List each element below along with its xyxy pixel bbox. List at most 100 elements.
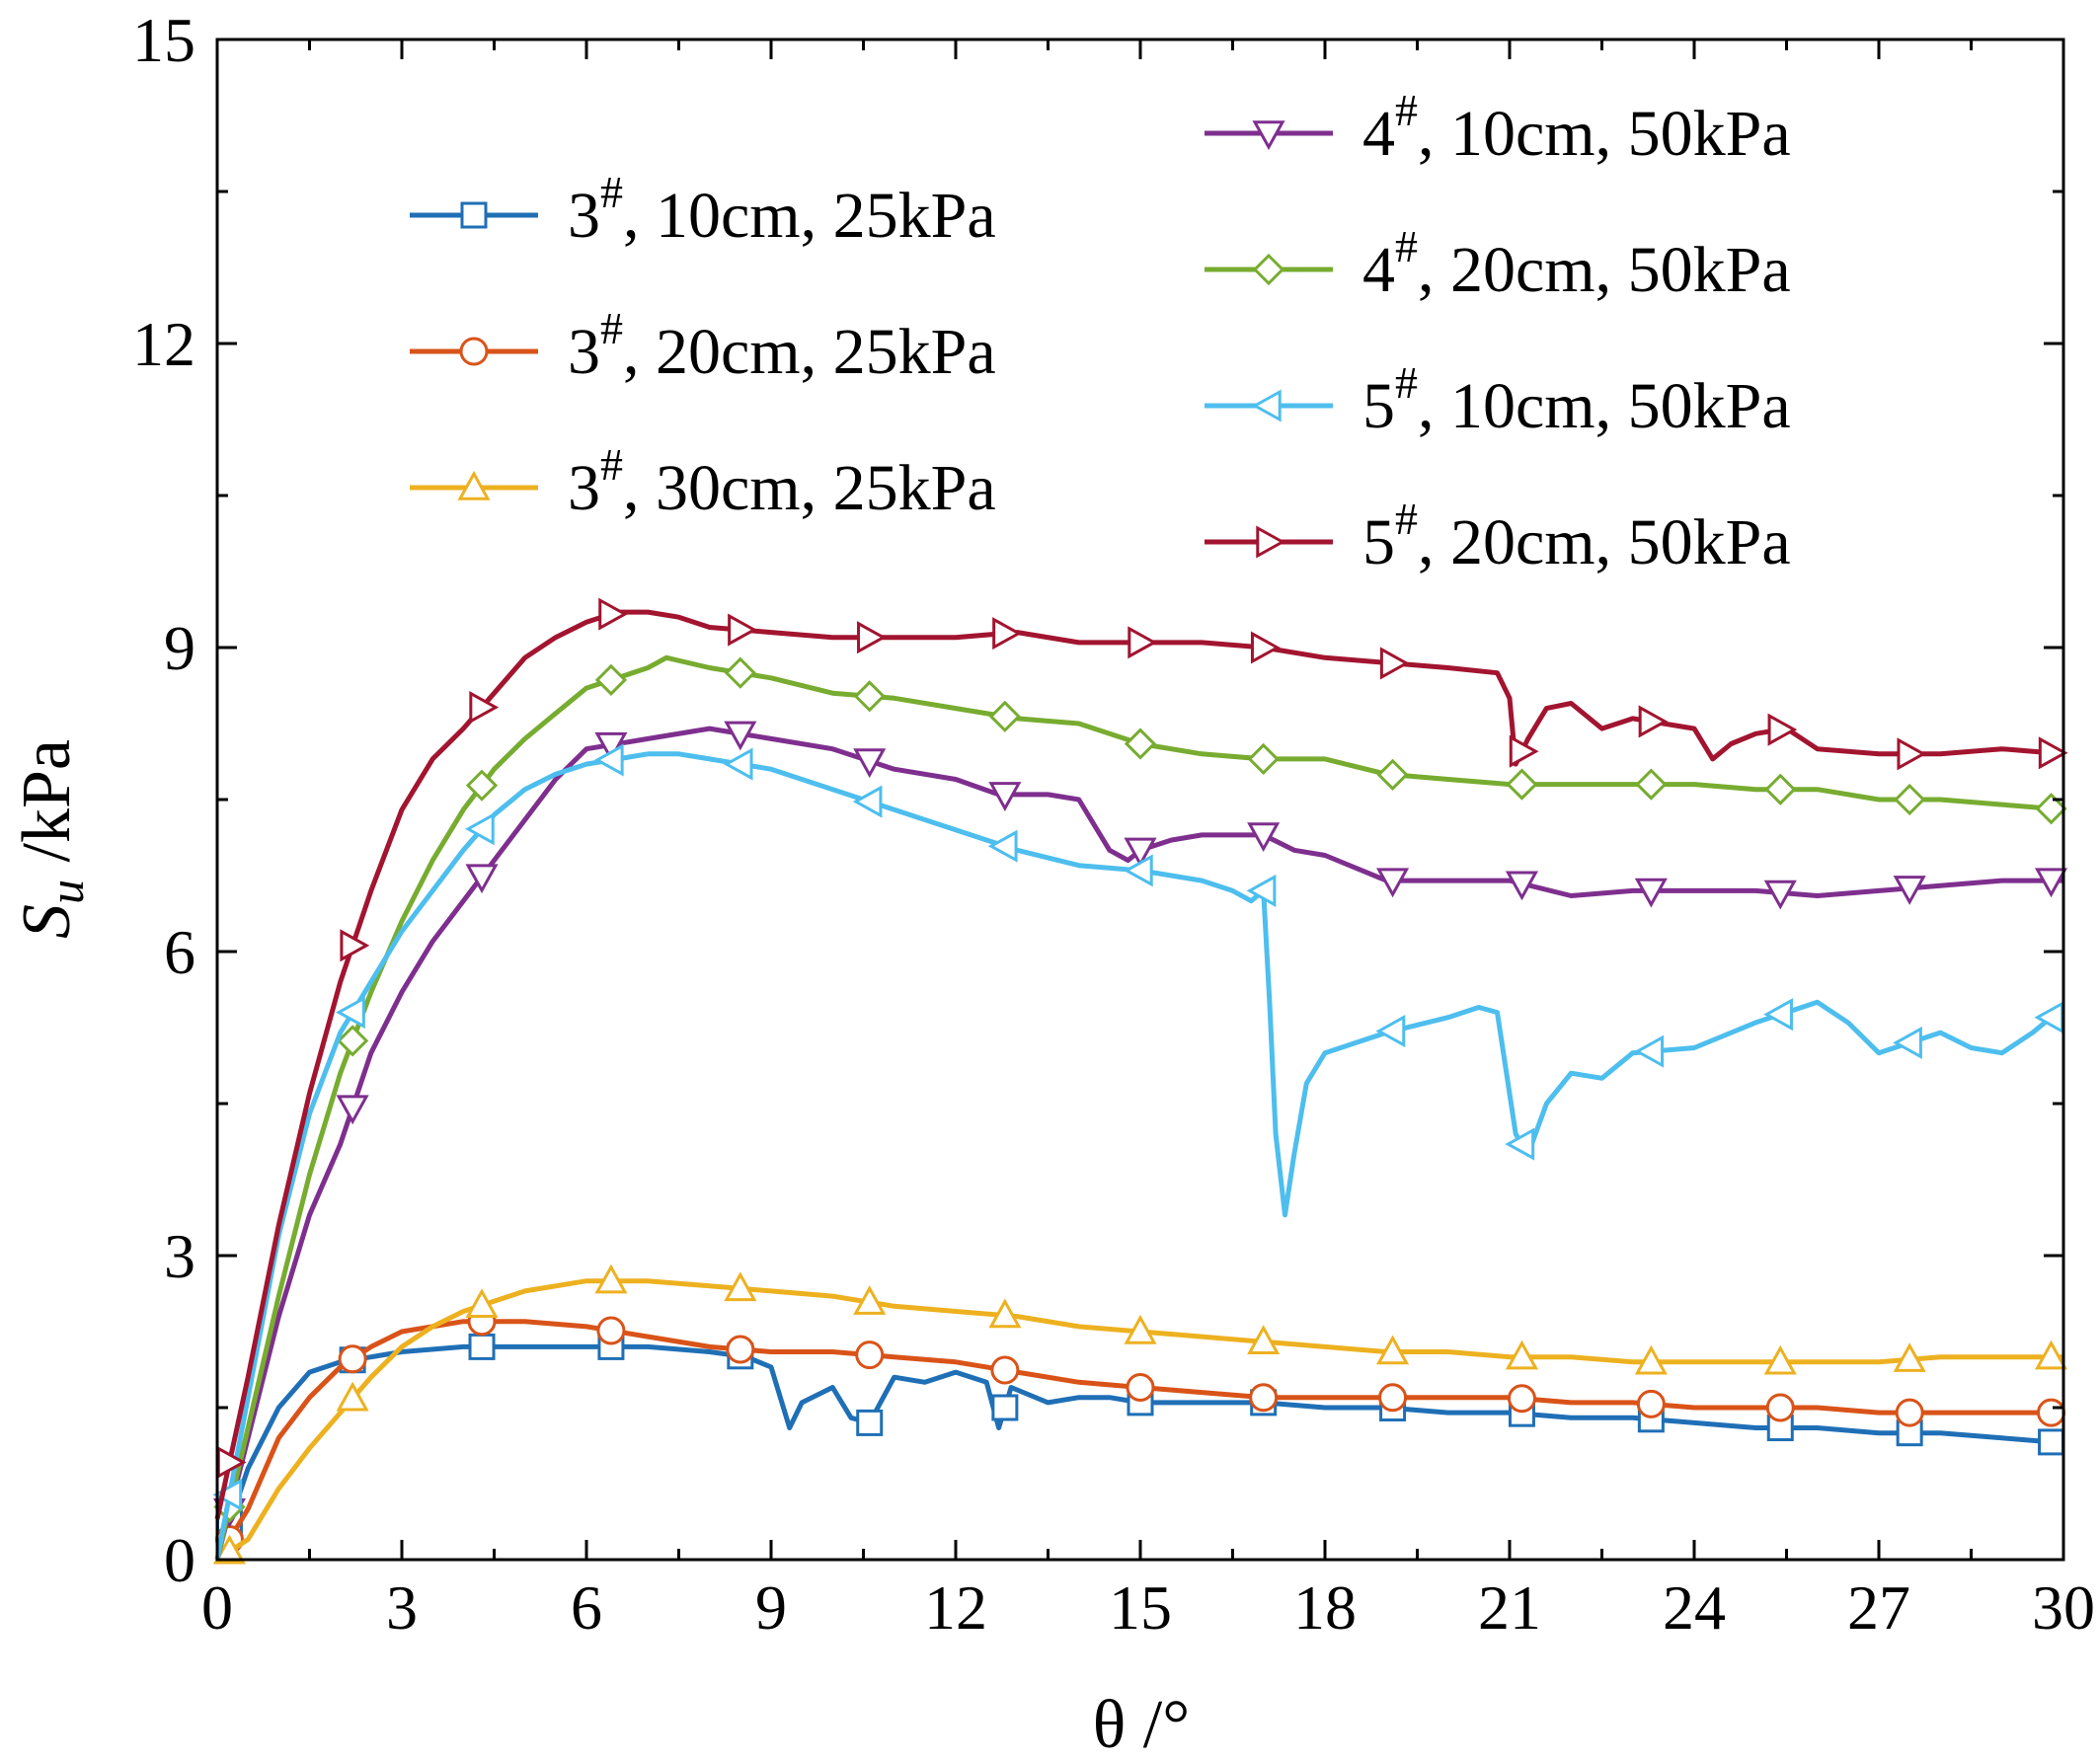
legend-label-text: , 20cm, 50kPa bbox=[1418, 234, 1791, 306]
data-point bbox=[1507, 1384, 1536, 1414]
data-point bbox=[1247, 742, 1280, 776]
legend-label: 4#, 20cm, 50kPa bbox=[1362, 221, 1791, 306]
legend-marker bbox=[457, 470, 491, 500]
series-2 bbox=[214, 1307, 2066, 1562]
data-point bbox=[2038, 1428, 2065, 1456]
legend-label-superscript: # bbox=[600, 439, 623, 490]
data-point bbox=[852, 785, 883, 818]
data-point bbox=[337, 1025, 369, 1057]
x-tick-label: 3 bbox=[386, 1572, 418, 1643]
legend-label: 5#, 10cm, 50kPa bbox=[1362, 357, 1791, 442]
data-point bbox=[1894, 783, 1926, 816]
y-axis-title-main: S bbox=[9, 904, 85, 939]
legend-entry-2: 3#, 20cm, 25kPa bbox=[410, 303, 996, 388]
data-point bbox=[724, 656, 756, 689]
data-point bbox=[1634, 878, 1668, 908]
legend-entry-5: 4#, 20cm, 50kPa bbox=[1205, 221, 1791, 306]
data-point bbox=[1249, 1383, 1279, 1413]
data-point bbox=[992, 617, 1022, 651]
data-point bbox=[988, 782, 1022, 811]
legend-label-text: , 10cm, 50kPa bbox=[1418, 370, 1791, 442]
data-point bbox=[1638, 705, 1669, 738]
data-point bbox=[2034, 868, 2068, 898]
data-point bbox=[1505, 1127, 1535, 1161]
data-point bbox=[1634, 1034, 1665, 1068]
data-point bbox=[1893, 876, 1926, 905]
y-axis-title: Su /kPa bbox=[9, 739, 94, 939]
legend-label-text: , 10cm, 25kPa bbox=[623, 180, 996, 252]
data-point bbox=[987, 829, 1018, 863]
legend-label-text: , 20cm, 25kPa bbox=[623, 316, 996, 388]
data-point bbox=[1376, 1335, 1410, 1365]
data-point bbox=[336, 1095, 369, 1125]
x-tick-label: 18 bbox=[1293, 1572, 1357, 1643]
data-point bbox=[336, 996, 365, 1030]
legend-label-number: 3 bbox=[568, 180, 600, 252]
data-point bbox=[1247, 1325, 1281, 1354]
legend-label-number: 5 bbox=[1362, 370, 1395, 442]
data-point bbox=[1509, 734, 1539, 768]
data-point bbox=[2037, 1398, 2066, 1427]
legend-label-number: 5 bbox=[1362, 506, 1395, 578]
legend-label: 5#, 20cm, 50kPa bbox=[1362, 494, 1791, 578]
x-tick-label: 21 bbox=[1478, 1572, 1541, 1643]
legend-label-number: 3 bbox=[568, 452, 600, 524]
data-point bbox=[1763, 880, 1797, 910]
legend-label-superscript: # bbox=[1395, 494, 1418, 544]
legend-label-superscript: # bbox=[600, 303, 623, 353]
legend-entry-1: 3#, 10cm, 25kPa bbox=[410, 167, 996, 252]
data-point bbox=[1636, 1389, 1666, 1418]
y-tick-label: 12 bbox=[132, 309, 195, 379]
data-point bbox=[465, 769, 499, 802]
data-point bbox=[465, 1288, 499, 1319]
data-point bbox=[728, 613, 757, 647]
x-tick-label: 30 bbox=[2032, 1572, 2095, 1643]
legend-entry-7: 5#, 20cm, 50kPa bbox=[1205, 494, 1791, 578]
series-line bbox=[215, 1278, 2063, 1563]
series-layer bbox=[212, 597, 2068, 1565]
legend-marker bbox=[460, 201, 488, 229]
legend-label-number: 3 bbox=[568, 316, 600, 388]
data-point bbox=[988, 1298, 1022, 1329]
data-point bbox=[853, 680, 886, 713]
legend-label-text: , 20cm, 50kPa bbox=[1418, 506, 1791, 578]
data-point bbox=[1376, 758, 1409, 791]
y-axis-title-sub: u bbox=[39, 880, 94, 904]
data-point bbox=[468, 1333, 496, 1360]
legend-marker bbox=[1252, 120, 1285, 151]
data-point bbox=[853, 1285, 887, 1315]
legend-entry-4: 4#, 10cm, 50kPa bbox=[1205, 85, 1791, 170]
data-point bbox=[1124, 727, 1157, 760]
legend-label-text: , 10cm, 50kPa bbox=[1418, 98, 1791, 170]
data-point bbox=[990, 1355, 1020, 1385]
legend-label-superscript: # bbox=[1395, 357, 1418, 408]
data-point bbox=[1379, 647, 1410, 680]
x-axis-title: θ /° bbox=[1093, 1687, 1190, 1761]
data-point bbox=[723, 747, 753, 781]
legend-label-number: 4 bbox=[1362, 234, 1395, 306]
data-point bbox=[1123, 854, 1153, 887]
data-point bbox=[212, 1478, 243, 1511]
data-point bbox=[1767, 713, 1798, 746]
data-point bbox=[2035, 793, 2067, 825]
x-tick-label: 6 bbox=[571, 1572, 602, 1643]
data-point bbox=[726, 1335, 755, 1364]
data-point bbox=[1378, 1383, 1408, 1413]
data-point bbox=[1124, 1314, 1157, 1344]
data-point bbox=[1246, 874, 1277, 907]
data-point bbox=[1893, 1026, 1922, 1059]
data-point bbox=[1895, 1398, 1924, 1427]
x-tick-label: 0 bbox=[201, 1572, 233, 1643]
data-point bbox=[593, 743, 624, 777]
series-3 bbox=[212, 1263, 2068, 1565]
data-point bbox=[853, 748, 887, 779]
data-point bbox=[1128, 626, 1158, 659]
legend-label-superscript: # bbox=[600, 167, 623, 217]
data-point bbox=[464, 812, 495, 846]
legend-label-text: , 30cm, 25kPa bbox=[623, 452, 996, 524]
data-point bbox=[988, 700, 1021, 732]
legend-label-superscript: # bbox=[1395, 221, 1418, 271]
x-tick-label: 15 bbox=[1109, 1572, 1172, 1643]
data-point bbox=[1897, 737, 1927, 771]
